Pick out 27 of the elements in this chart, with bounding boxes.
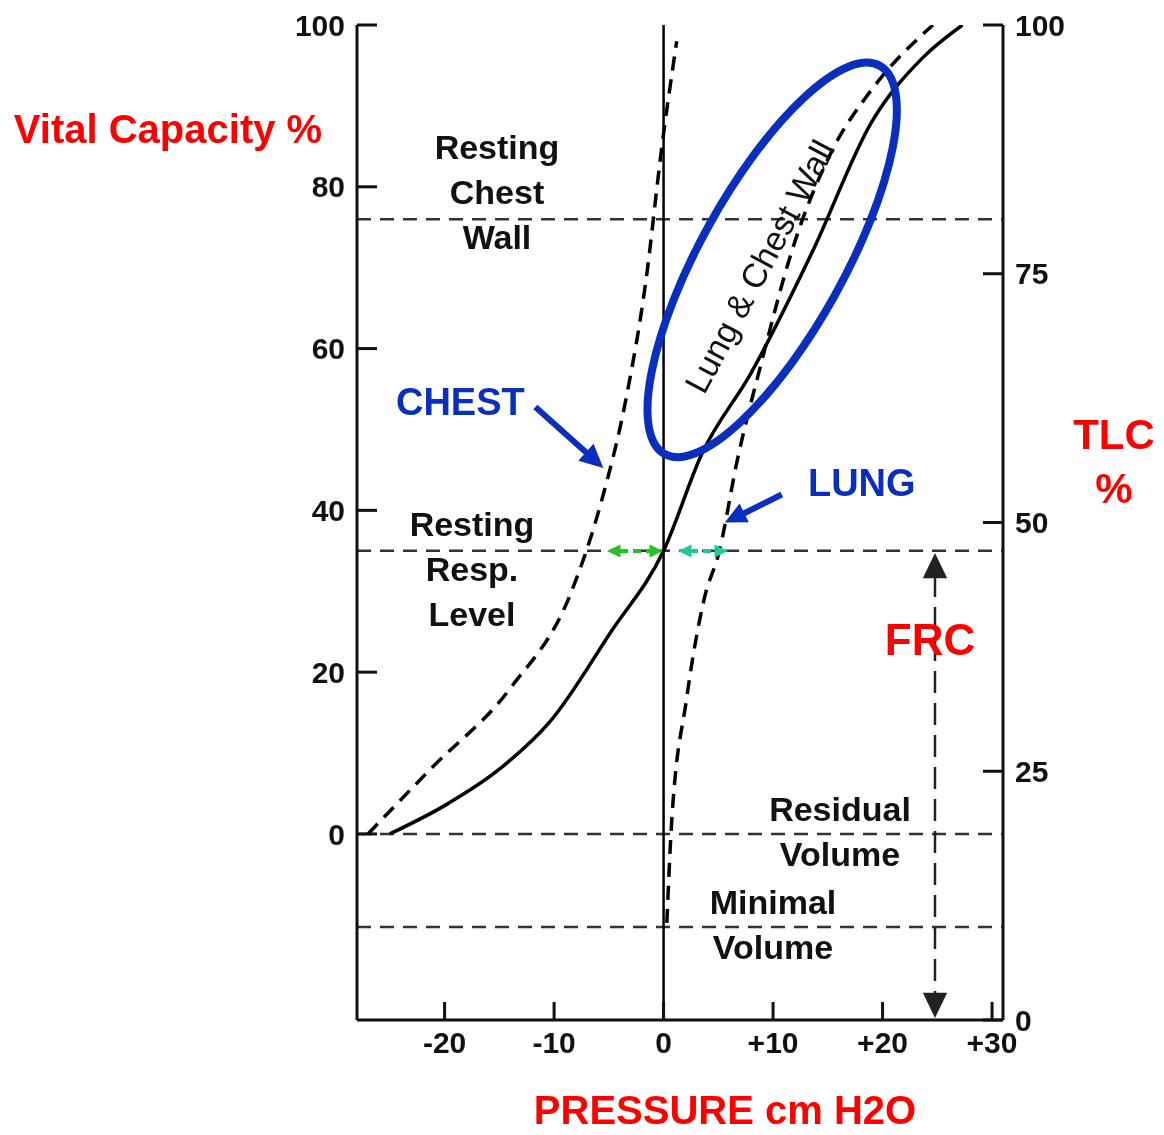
y-tick-label: 20 (311, 655, 345, 689)
ref-line-label: Resting Chest Wall (434, 127, 560, 256)
y-tick-label: 40 (311, 494, 345, 528)
y2-tick-label: 25 (1015, 754, 1049, 788)
y-tick-label: 80 (311, 170, 345, 204)
y-tick-label: 60 (311, 332, 345, 366)
y2-tick-label: 0 (1015, 1003, 1032, 1037)
annotation: CHEST (395, 380, 525, 423)
y-tick-label: 100 (294, 8, 345, 42)
x-tick-label: +30 (966, 1026, 1018, 1060)
x-tick-label: 0 (655, 1026, 672, 1060)
y-tick-label: 0 (328, 817, 345, 851)
ref-line-label: Resting Resp. Level (409, 504, 535, 633)
annotation: LUNG (807, 462, 916, 505)
x-tick-label: -20 (422, 1026, 467, 1060)
x-tick-label: +20 (857, 1026, 908, 1060)
y2-tick-label: 75 (1015, 257, 1049, 291)
y2-tick-label: 100 (1015, 8, 1066, 42)
ref-line-label: Minimal Volume (709, 882, 837, 966)
y-axis-title: Vital Capacity % (12, 106, 324, 153)
annotation: FRC (884, 614, 976, 664)
x-axis-title: PRESSURE cm H2O (532, 1088, 918, 1133)
y2-axis-title: TLC % (1072, 410, 1156, 514)
ref-line-label: Residual Volume (769, 789, 911, 873)
x-tick-label: -10 (532, 1026, 576, 1060)
y2-tick-label: 50 (1015, 506, 1049, 540)
x-tick-label: +10 (747, 1026, 799, 1060)
